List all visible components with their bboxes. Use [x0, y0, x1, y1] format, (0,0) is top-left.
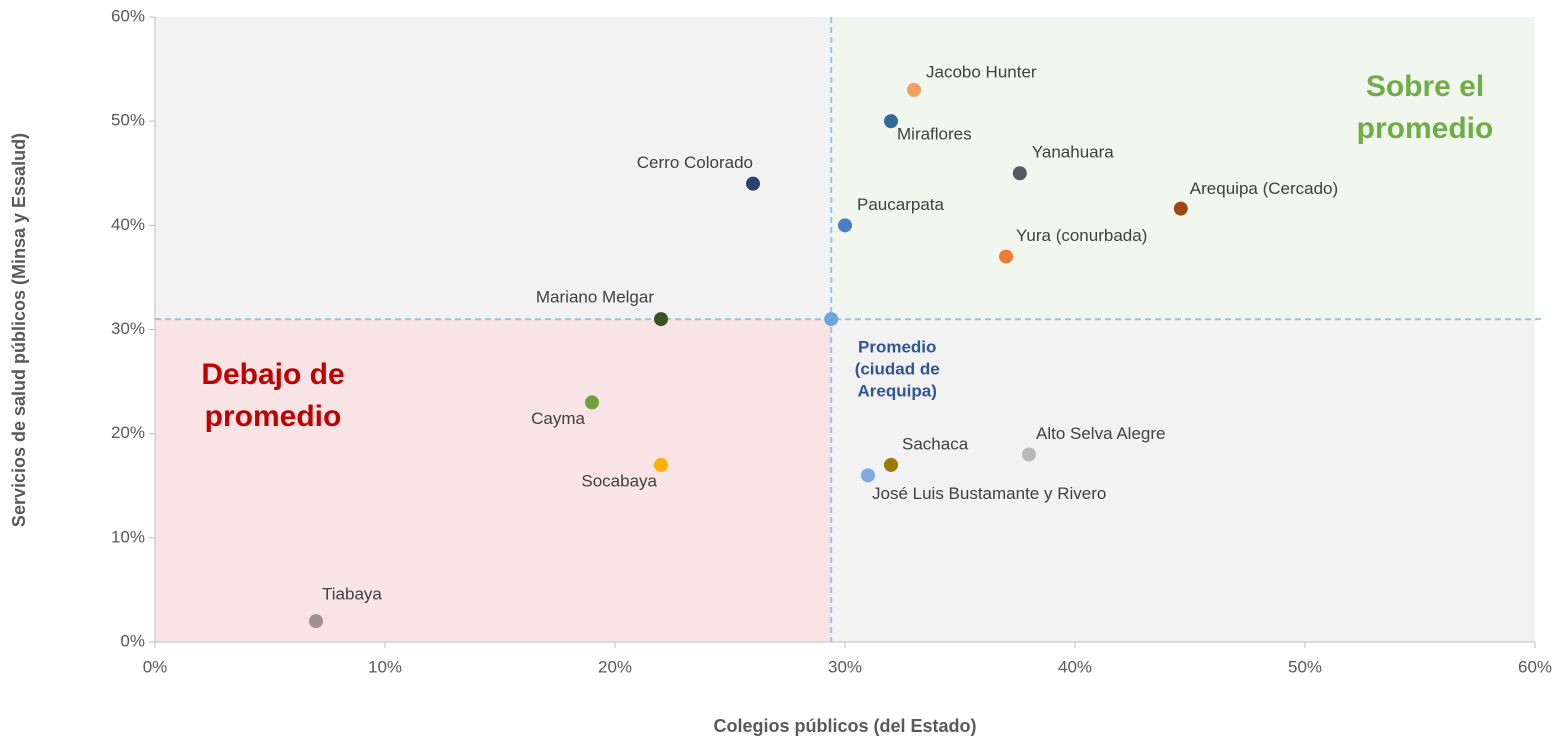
- point-label: Yura (conurbada): [1016, 226, 1147, 245]
- average-point: [824, 312, 839, 327]
- quadrant-annotation: Sobre el: [1366, 70, 1484, 103]
- point-label: Paucarpata: [857, 195, 944, 214]
- point-label: Jacobo Hunter: [926, 62, 1037, 81]
- y-tick-label: 0%: [120, 631, 145, 650]
- y-tick-label: 30%: [111, 319, 145, 338]
- x-tick-label: 10%: [368, 657, 402, 676]
- point: [309, 614, 323, 629]
- x-axis-title: Colegios públicos (del Estado): [713, 716, 976, 736]
- x-tick-label: 50%: [1288, 657, 1322, 676]
- point-label: Cayma: [531, 409, 585, 428]
- y-tick-label: 20%: [111, 423, 145, 442]
- point-label: Tiabaya: [322, 585, 382, 604]
- quadrant-annotation: Debajo de: [201, 358, 344, 391]
- quadrant-below: [155, 319, 832, 642]
- y-axis-title: Servicios de salud públicos (Minsa y Ess…: [9, 133, 29, 527]
- y-tick-label: 10%: [111, 527, 145, 546]
- point: [746, 176, 760, 191]
- x-tick-label: 60%: [1518, 657, 1552, 676]
- point-label: Sachaca: [902, 434, 969, 453]
- point-label: José Luis Bustamante y Rivero: [872, 484, 1106, 503]
- point: [999, 249, 1013, 264]
- y-tick-label: 50%: [111, 111, 145, 130]
- point-label: Cerro Colorado: [637, 153, 753, 172]
- point-label: Yanahuara: [1032, 143, 1114, 162]
- point: [654, 457, 668, 472]
- point: [585, 395, 599, 410]
- x-tick-label: 20%: [598, 657, 632, 676]
- point: [838, 218, 852, 233]
- y-tick-label: 60%: [111, 6, 145, 25]
- average-label: Arequipa): [858, 382, 937, 401]
- x-tick-label: 40%: [1058, 657, 1092, 676]
- point: [884, 114, 898, 129]
- point-label: Socabaya: [581, 471, 657, 490]
- point-label: Miraflores: [897, 125, 972, 144]
- point-label: Mariano Melgar: [536, 288, 654, 307]
- average-label: Promedio: [858, 338, 936, 357]
- point: [1173, 201, 1188, 216]
- point: [861, 468, 875, 483]
- point: [1022, 447, 1036, 462]
- point: [1012, 166, 1027, 181]
- point: [907, 82, 921, 97]
- point-label: Alto Selva Alegre: [1036, 424, 1165, 443]
- quadrant-annotation: promedio: [1357, 112, 1494, 145]
- x-tick-label: 0%: [143, 657, 168, 676]
- point-label: Arequipa (Cercado): [1190, 179, 1338, 198]
- point: [654, 312, 668, 327]
- plot-background: [155, 17, 1535, 642]
- point: [884, 457, 898, 472]
- quadrant-above: [831, 17, 1535, 320]
- y-tick-label: 40%: [111, 215, 145, 234]
- quadrant-annotation: promedio: [205, 400, 342, 433]
- x-tick-label: 30%: [828, 657, 862, 676]
- average-label: (ciudad de: [855, 360, 940, 379]
